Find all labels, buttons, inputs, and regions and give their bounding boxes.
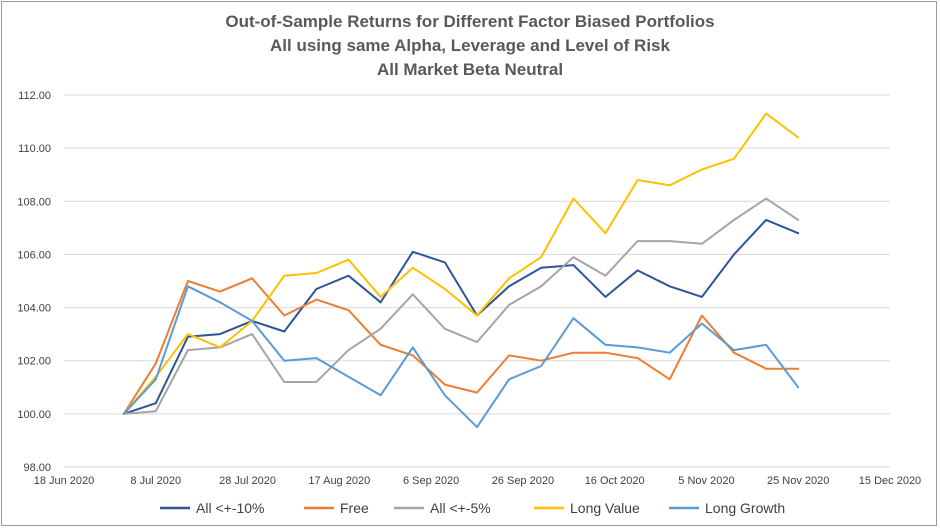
x-tick-label: 16 Oct 2020 — [585, 475, 645, 487]
legend-label: Long Growth — [705, 500, 785, 516]
x-tick-label: 25 Nov 2020 — [767, 475, 829, 487]
y-tick-label: 110.00 — [18, 143, 51, 155]
series-line — [122, 197, 800, 415]
legend-label: All <+-5% — [430, 500, 491, 516]
x-tick-label: 6 Sep 2020 — [403, 475, 459, 487]
y-tick-label: 106.00 — [17, 249, 51, 261]
legend-label: Free — [340, 500, 369, 516]
gridlines — [64, 94, 890, 468]
x-tick-label: 26 Sep 2020 — [492, 475, 554, 487]
chart-title-line-3: All Market Beta Neutral — [377, 60, 563, 79]
x-tick-label: 18 Jun 2020 — [34, 475, 95, 487]
y-tick-label: 98.00 — [23, 462, 51, 474]
series-line — [122, 112, 800, 415]
y-tick-label: 100.00 — [17, 409, 51, 421]
series-line — [122, 218, 800, 415]
x-tick-label: 15 Dec 2020 — [859, 475, 921, 487]
legend: All <+-10% Free All <+-5% Long Value Long Gr… — [160, 500, 785, 516]
series-line — [122, 277, 800, 415]
chart-title-line-1: Out-of-Sample Returns for Different Fact… — [225, 12, 714, 31]
series-line — [122, 285, 800, 429]
y-tick-label: 104.00 — [17, 303, 51, 315]
y-tick-label: 108.00 — [17, 196, 51, 208]
chart-title-line-2: All using same Alpha, Leverage and Level… — [270, 36, 670, 55]
y-tick-label: 112.00 — [18, 90, 51, 102]
chart-title: Out-of-Sample Returns for Different Fact… — [225, 12, 714, 79]
x-tick-label: 17 Aug 2020 — [308, 475, 370, 487]
y-axis-tick-labels: 98.00 100.00 102.00 104.00 106.00 108.00 110.0… — [17, 90, 51, 474]
x-tick-label: 28 Jul 2020 — [219, 475, 276, 487]
y-tick-label: 102.00 — [17, 356, 51, 368]
x-tick-label: 5 Nov 2020 — [678, 475, 734, 487]
legend-label: Long Value — [570, 500, 640, 516]
x-axis-tick-labels: 18 Jun 2020 8 Jul 2020 28 Jul 2020 17 Aug 2… — [34, 475, 921, 487]
legend-label: All <+-10% — [196, 500, 264, 516]
series-lines — [122, 112, 800, 429]
x-tick-label: 8 Jul 2020 — [130, 475, 181, 487]
